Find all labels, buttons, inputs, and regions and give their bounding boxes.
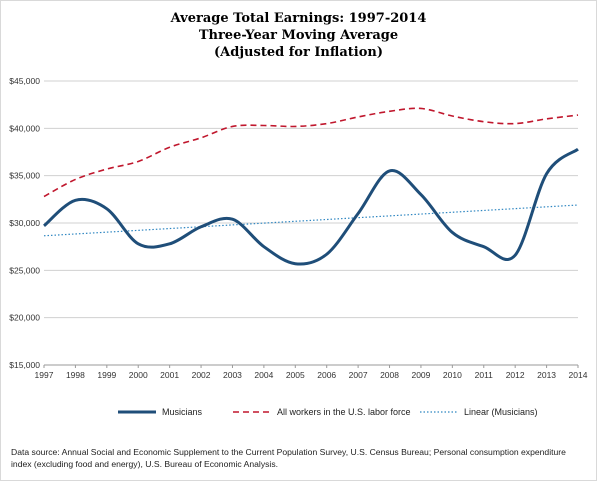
y-tick-label: $15,000 — [9, 360, 40, 370]
x-tick-label: 2000 — [129, 370, 148, 380]
legend-label-linear: Linear (Musicians) — [464, 407, 538, 417]
x-tick-label: 2012 — [506, 370, 525, 380]
chart-title-line-2: Three-Year Moving Average — [198, 28, 399, 43]
series-line-all-workers — [43, 107, 579, 198]
x-tick-label: 2001 — [160, 370, 179, 380]
x-tick-label: 2009 — [411, 370, 430, 380]
x-tick-label: 1998 — [66, 370, 85, 380]
legend-label-all-workers: All workers in the U.S. labor force — [277, 407, 411, 417]
y-tick-label: $20,000 — [9, 313, 40, 323]
x-tick-label: 2002 — [192, 370, 211, 380]
y-tick-label: $45,000 — [9, 76, 40, 86]
legend-item-all-workers: All workers in the U.S. labor force — [233, 404, 411, 420]
chart-title-line-3: (Adjusted for Inflation) — [214, 45, 383, 60]
series-line-linear-trend — [43, 204, 579, 237]
x-tick-label: 1997 — [35, 370, 54, 380]
legend-label-musicians: Musicians — [162, 407, 203, 417]
series-line-musicians — [43, 147, 579, 266]
x-tick-label: 2008 — [380, 370, 399, 380]
legend-swatch-all-workers — [233, 411, 271, 413]
x-tick-label: 1999 — [97, 370, 116, 380]
y-tick-label: $30,000 — [9, 218, 40, 228]
legend-item-musicians: Musicians — [118, 404, 202, 420]
x-tick-label: 2014 — [569, 370, 588, 380]
legend-swatch-linear — [420, 411, 458, 413]
x-tick-label: 2011 — [475, 370, 494, 380]
line-chart: $15,000 $20,000 $25,000 $30,000 $35,000 $40,0… — [9, 76, 588, 380]
legend-swatch-musicians — [118, 410, 156, 414]
chart-title-line-1: Average Total Earnings: 1997-2014 — [170, 11, 427, 26]
x-tick-label: 2007 — [349, 370, 368, 380]
y-tick-label: $25,000 — [9, 265, 40, 275]
x-tick-label: 2013 — [537, 370, 556, 380]
y-tick-label: $40,000 — [9, 123, 40, 133]
x-tick-label: 2010 — [443, 370, 462, 380]
source-note: Data source: Annual Social and Economic … — [11, 447, 566, 469]
x-tick-label: 2005 — [286, 370, 305, 380]
x-tick-label: 2006 — [317, 370, 336, 380]
legend-item-linear: Linear (Musicians) — [420, 404, 538, 420]
y-tick-label: $35,000 — [9, 171, 40, 181]
x-tick-label: 2004 — [254, 370, 273, 380]
x-tick-label: 2003 — [223, 370, 242, 380]
